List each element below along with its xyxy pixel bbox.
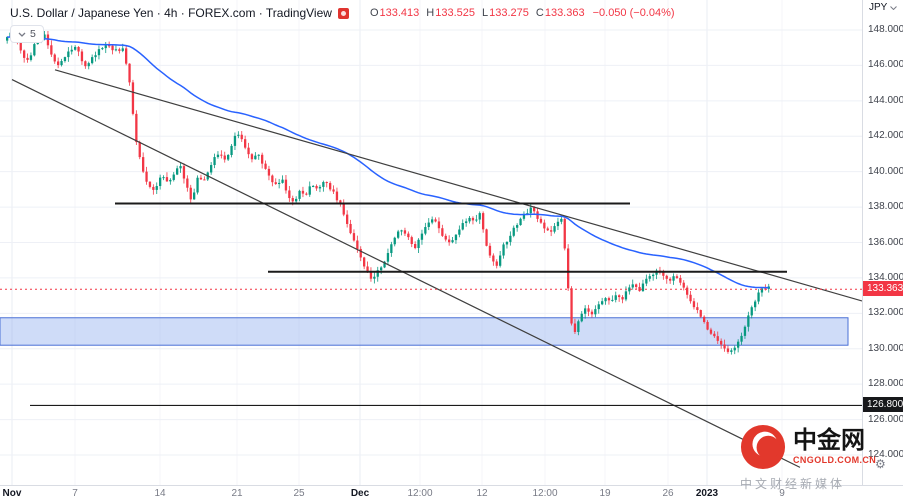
price-tick-label: 126.000 [868, 413, 903, 425]
open-label: O [369, 7, 379, 19]
watermark-domain: CNGOLD.COM.CN [793, 455, 877, 465]
price-tick-label: 130.000 [868, 342, 903, 354]
price-tick-label: 132.000 [868, 307, 903, 319]
chevron-down-icon [18, 32, 26, 37]
price-axis[interactable]: JPY 148.000 146.000 144.000 142.000 140.000 1… [862, 0, 903, 485]
price-tick-label: 138.000 [868, 201, 903, 213]
price-tick-label: 142.000 [868, 130, 903, 142]
price-tick-label: 144.000 [868, 94, 903, 106]
price-tick-label: 140.000 [868, 165, 903, 177]
price-tick-label: 136.000 [868, 236, 903, 248]
chart-plot-area[interactable]: U.S. Dollar / Japanese Yen · 4h · FOREX.… [0, 0, 876, 491]
watermark-tagline: 中文财经新媒体 [740, 477, 846, 491]
low-label: L [481, 7, 489, 19]
open-value: 133.413 [379, 7, 420, 19]
symbol-title[interactable]: U.S. Dollar / Japanese Yen · 4h · FOREX.… [10, 6, 332, 20]
time-tick-label: 9 [779, 488, 785, 499]
cngold-logo-icon [740, 424, 786, 470]
time-tick-label: 25 [293, 488, 305, 499]
legend-toggle-widget[interactable]: 5 [10, 25, 44, 43]
widget-count: 5 [30, 28, 36, 40]
chart-legend: U.S. Dollar / Japanese Yen · 4h · FOREX.… [10, 6, 675, 20]
time-tick-label: Dec [350, 488, 370, 499]
forexcom-logo-icon [337, 7, 349, 19]
price-tick-label: 124.000 [868, 449, 903, 460]
price-tick-label: 146.000 [868, 59, 903, 71]
ohlc-values: O 133.413 H 133.525 L 133.275 C 133.363 −0.0… [363, 7, 675, 19]
close-value: 133.363 [544, 7, 585, 19]
price-tick-label: 148.000 [868, 24, 903, 35]
time-tick-label: 12:00 [407, 488, 433, 499]
close-label: C [535, 7, 544, 19]
time-axis[interactable]: Nov 7 14 21 25 Dec 12:00 12 12:00 19 26 2023 9 [0, 485, 903, 501]
price-axis-unit-selector[interactable]: JPY [869, 2, 898, 13]
high-label: H [426, 7, 435, 19]
cngold-watermark: 中金网 CNGOLD.COM.CN 中文财经新媒体 [740, 424, 876, 492]
low-value: 133.275 [489, 7, 529, 19]
last-price-label: 133.363 [863, 281, 903, 297]
high-value: 133.525 [435, 7, 475, 19]
level-price-label: 126.800 [863, 397, 903, 413]
change-value: −0.050 (−0.04%) [592, 7, 675, 19]
time-tick-label: 19 [599, 488, 611, 499]
gear-icon[interactable]: ⚙ [875, 457, 886, 471]
candlestick-chart[interactable] [0, 0, 862, 485]
chevron-down-icon [890, 5, 898, 10]
watermark-brand: 中金网 [793, 427, 865, 454]
time-tick-label: 21 [231, 488, 243, 499]
price-tick-label: 128.000 [868, 378, 903, 390]
currency-label: JPY [869, 2, 888, 13]
time-tick-label: 7 [72, 488, 78, 499]
time-tick-label: 14 [154, 488, 166, 499]
time-tick-label: 26 [662, 488, 674, 499]
price-tick-label: 134.000 [868, 271, 903, 283]
time-tick-label: Nov [2, 488, 22, 499]
time-tick-label: 12 [476, 488, 488, 499]
time-tick-label: 2023 [695, 488, 719, 499]
time-tick-label: 12:00 [532, 488, 558, 499]
